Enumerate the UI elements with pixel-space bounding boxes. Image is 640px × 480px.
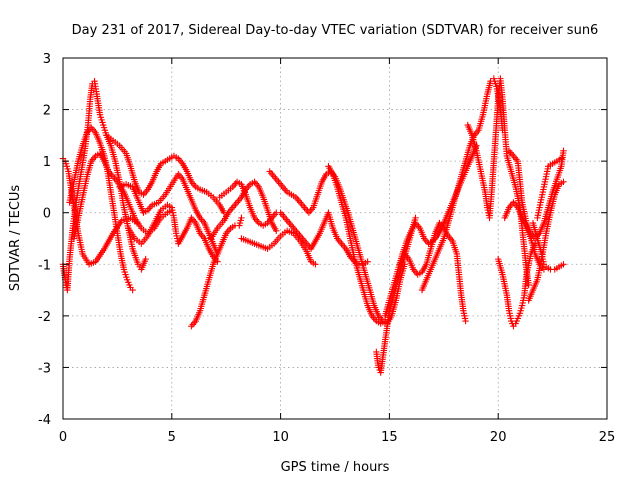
plus-markers [216, 178, 371, 268]
y-tick-label: 2 [43, 104, 51, 119]
plus-markers [125, 201, 221, 265]
x-tick-label: 25 [599, 430, 616, 445]
y-tick-label: 0 [43, 207, 51, 222]
series-arc-22 [525, 178, 567, 304]
plus-markers [495, 240, 539, 330]
series-arc-16 [397, 219, 469, 325]
plus-markers [397, 219, 469, 325]
plus-markers [525, 178, 567, 304]
y-axis-tick-labels: -4 -3 -2 -1 0 1 2 3 [38, 52, 51, 428]
series-arc-10 [216, 178, 371, 268]
x-tick-label: 5 [168, 430, 176, 445]
y-tick-label: 3 [43, 52, 51, 67]
plus-markers [325, 163, 389, 327]
x-tick-label: 10 [272, 430, 289, 445]
plus-markers [418, 75, 506, 294]
plus-markers [66, 124, 136, 294]
series-arc-3 [66, 124, 136, 294]
plus-markers [70, 150, 175, 242]
series-arc-11 [238, 227, 319, 268]
series-arc-4 [70, 150, 175, 242]
x-axis-tick-labels: 0 5 10 15 20 25 [59, 430, 615, 445]
chart-title: Day 231 of 2017, Sidereal Day-to-day VTE… [72, 23, 599, 38]
series-arc-17 [418, 75, 506, 294]
plus-markers [373, 214, 419, 376]
x-tick-label: 15 [381, 430, 398, 445]
series-arc-7 [125, 201, 221, 265]
plus-markers [103, 132, 228, 216]
y-tick-label: -4 [38, 413, 51, 428]
series-arc-8 [188, 214, 245, 330]
series-arc-20 [505, 147, 567, 242]
series-arc-13 [325, 163, 389, 327]
y-tick-label: 1 [43, 155, 51, 170]
series-arc-23 [534, 155, 565, 222]
plot-frame [62, 57, 608, 420]
x-tick-label: 20 [490, 430, 507, 445]
series-arc-5 [103, 132, 228, 216]
series-arc-18 [464, 75, 532, 289]
series-arc-19 [495, 240, 539, 330]
y-tick-label: -2 [38, 310, 51, 325]
x-axis-label: GPS time / hours [281, 460, 390, 475]
plus-markers [238, 227, 319, 268]
data-points [59, 75, 567, 376]
series-arc-24 [501, 199, 548, 273]
y-tick-label: -3 [38, 361, 51, 376]
y-axis-label: SDTVAR / TECUs [8, 185, 23, 292]
plus-markers [188, 214, 245, 330]
axis-ticks [62, 57, 608, 420]
plus-markers [534, 155, 565, 222]
y-tick-label: -1 [38, 258, 51, 273]
x-tick-label: 0 [59, 430, 67, 445]
plus-markers [505, 147, 567, 242]
series-arc-14 [373, 214, 419, 376]
plus-markers [464, 75, 532, 289]
plus-markers [501, 199, 548, 273]
